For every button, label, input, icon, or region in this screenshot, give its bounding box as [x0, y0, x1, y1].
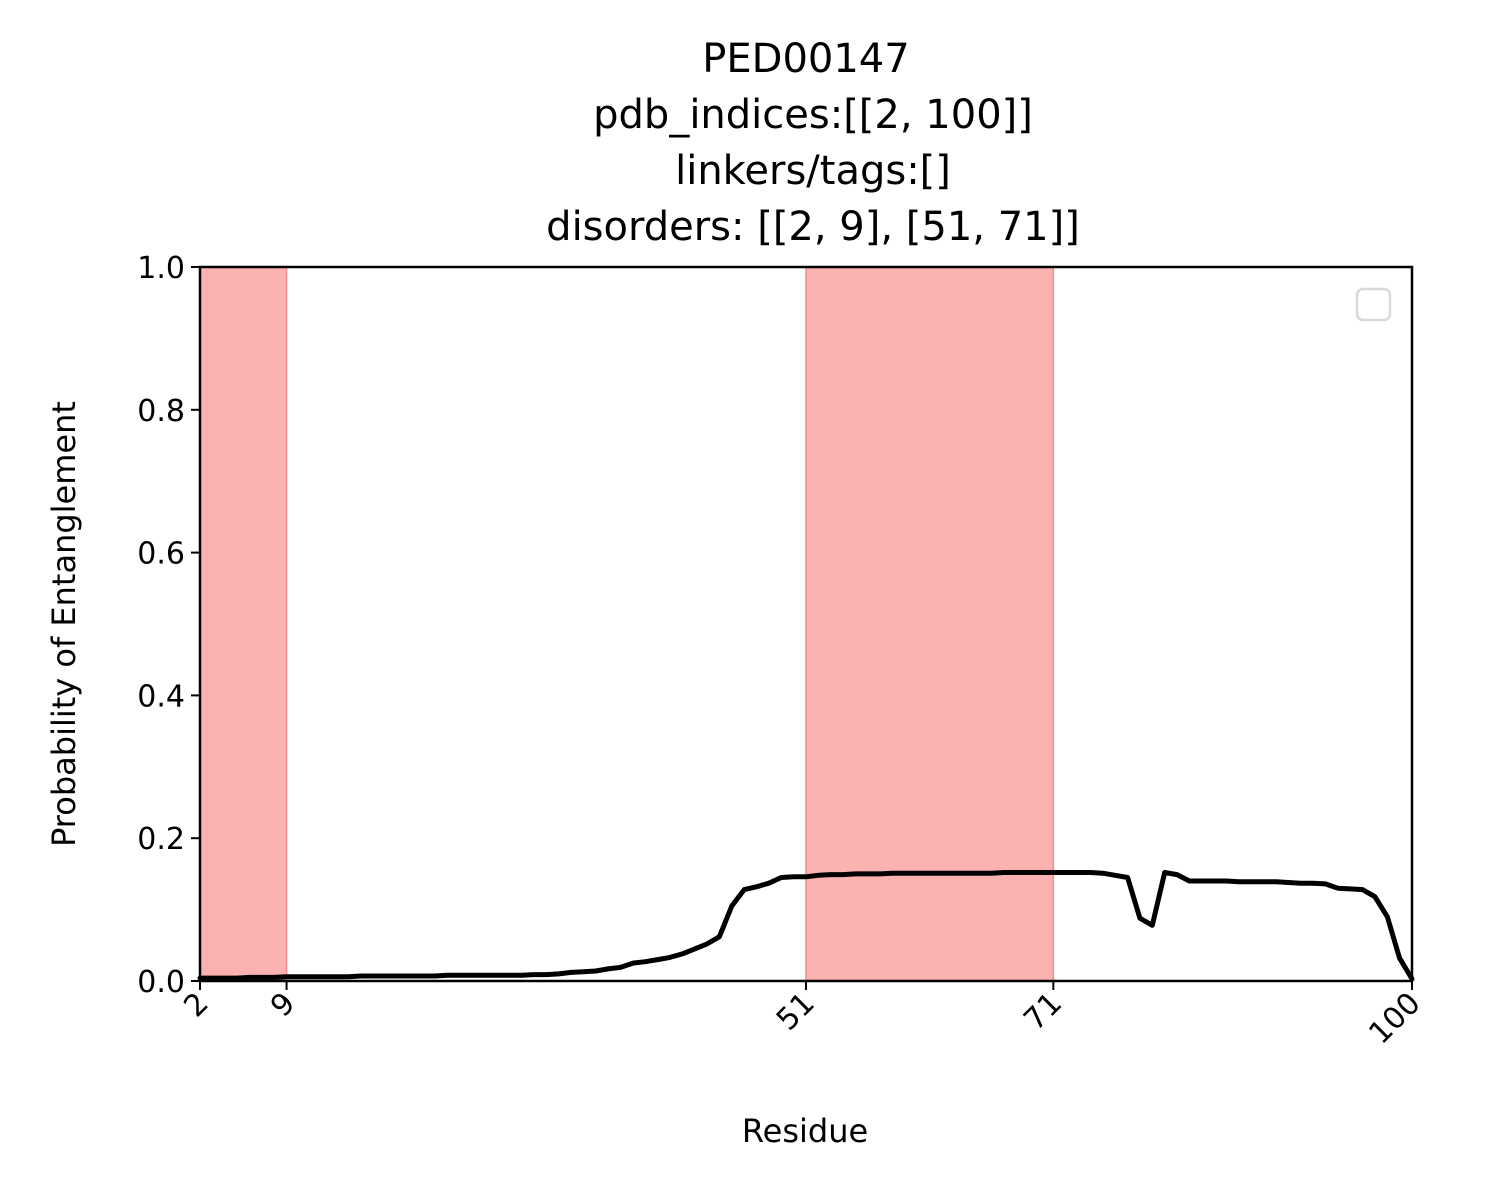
title-line-1: PED00147 [702, 36, 909, 82]
y-tick-label: 0.6 [137, 537, 185, 572]
entanglement-line [197, 870, 1415, 982]
title-line-3: linkers/tags:[] [675, 148, 951, 194]
x-tick-label: 71 [1017, 986, 1069, 1038]
y-tick-label: 0.2 [137, 822, 185, 857]
y-tick-label: 0.0 [137, 965, 185, 1000]
plot-frame [198, 265, 1414, 983]
y-tick-label: 0.8 [137, 394, 185, 429]
y-tick-label: 0.4 [137, 679, 185, 714]
series-group [197, 870, 1415, 982]
x-tick-label: 9 [264, 986, 302, 1024]
x-tick-label: 51 [770, 986, 822, 1038]
x-axis-label: Residue [742, 1112, 868, 1150]
axis-ticks: 0.00.20.40.60.81.02 9 51 71 100 [137, 251, 1427, 1051]
title-line-4: disorders: [[2, 9], [51, 71]] [546, 204, 1080, 250]
disorder-region-2 [805, 266, 1055, 982]
title-line-2: pdb_indices:[[2, 100]] [593, 92, 1033, 138]
x-tick-label: 100 [1362, 986, 1427, 1051]
y-axis-label: Probability of Entanglement [45, 401, 83, 847]
legend-frame [1355, 287, 1392, 322]
disorder-regions [199, 266, 1055, 982]
chart-title: PED00147 pdb_indices:[[2, 100]] linkers/… [546, 36, 1080, 250]
legend [1355, 287, 1392, 322]
y-tick-label: 1.0 [137, 251, 185, 286]
disorder-region-1 [199, 266, 288, 982]
